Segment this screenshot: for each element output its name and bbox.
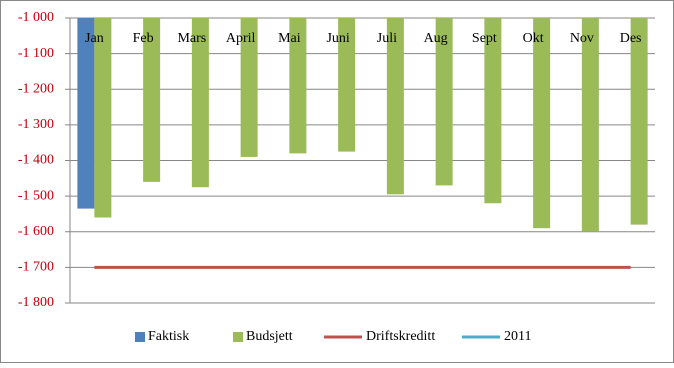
legend-label: Budsjett — [246, 329, 293, 344]
bar — [289, 18, 307, 154]
bar — [533, 18, 551, 229]
x-tick-label: Feb — [133, 31, 154, 46]
bar — [77, 18, 95, 209]
x-tick-label: Des — [620, 31, 642, 46]
bar — [581, 18, 599, 232]
y-tick-label: -1 000 — [18, 10, 54, 25]
y-tick-label: -1 200 — [18, 81, 54, 96]
x-tick-label: Juli — [377, 31, 397, 46]
x-tick-label: Juni — [326, 31, 349, 46]
x-tick-label: Nov — [570, 31, 594, 46]
bar — [240, 18, 258, 157]
legend-label: Driftskreditt — [366, 329, 435, 344]
bar — [143, 18, 161, 182]
y-tick-label: -1 800 — [18, 295, 54, 310]
bar — [484, 18, 502, 204]
x-tick-label: Aug — [424, 31, 448, 46]
x-tick-label: Jan — [85, 31, 104, 46]
y-tick-label: -1 300 — [18, 117, 54, 132]
x-tick-label: Mars — [177, 31, 206, 46]
bar — [630, 18, 648, 225]
x-tick-label: Sept — [472, 31, 497, 46]
bar — [435, 18, 453, 186]
bar — [386, 18, 404, 195]
legend-swatch — [233, 332, 243, 342]
legend-label: 2011 — [504, 329, 531, 344]
bar — [191, 18, 209, 188]
bar — [338, 18, 356, 152]
legend-label: Faktisk — [148, 329, 189, 344]
y-tick-label: -1 500 — [18, 188, 54, 203]
y-tick-label: -1 100 — [18, 46, 54, 61]
x-tick-label: Mai — [278, 31, 301, 46]
legend-swatch — [135, 332, 145, 342]
y-tick-label: -1 400 — [18, 153, 54, 168]
x-tick-label: April — [226, 31, 256, 46]
bar — [94, 18, 112, 218]
x-tick-label: Okt — [523, 31, 544, 46]
y-tick-label: -1 600 — [18, 224, 54, 239]
y-tick-label: -1 700 — [18, 260, 54, 275]
